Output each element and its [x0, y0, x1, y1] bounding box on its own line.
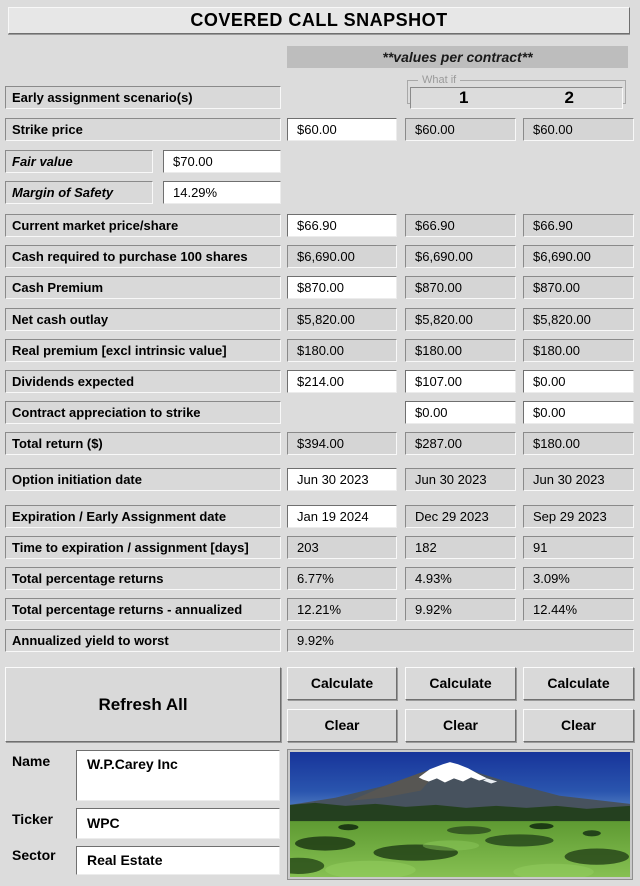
strike-price-main-cell[interactable]: $60.00	[287, 118, 397, 141]
strike-price-scenario1-cell: $60.00	[405, 118, 516, 141]
row-label-current-market-price: Current market price/share	[5, 214, 281, 237]
days-main-cell: 203	[287, 536, 397, 559]
fair-value-input[interactable]: $70.00	[163, 150, 281, 173]
dividends-main-cell[interactable]: $214.00	[287, 370, 397, 393]
refresh-all-button[interactable]: Refresh All	[5, 667, 281, 742]
volcano-landscape-photo	[287, 749, 633, 880]
row-label-time-to-expiration: Time to expiration / assignment [days]	[5, 536, 281, 559]
cash-premium-scenario2-cell: $870.00	[523, 276, 634, 299]
pct-annualized-main-cell: 12.21%	[287, 598, 397, 621]
dividends-scenario2-cell[interactable]: $0.00	[523, 370, 634, 393]
real-premium-main-cell: $180.00	[287, 339, 397, 362]
what-if-columns: 1 2	[410, 87, 623, 109]
row-label-net-cash-outlay: Net cash outlay	[5, 308, 281, 331]
what-if-group: What if 1 2	[407, 74, 626, 109]
row-label-strike-price: Strike price	[5, 118, 281, 141]
row-label-cash-premium: Cash Premium	[5, 276, 281, 299]
sector-field[interactable]: Real Estate	[76, 846, 280, 875]
cash-required-scenario1-cell: $6,690.00	[405, 245, 516, 268]
what-if-label: What if	[422, 74, 457, 86]
row-label-total-percentage-returns: Total percentage returns	[5, 567, 281, 590]
current-price-main-cell[interactable]: $66.90	[287, 214, 397, 237]
row-label-dividends-expected: Dividends expected	[5, 370, 281, 393]
row-label-expiration-date: Expiration / Early Assignment date	[5, 505, 281, 528]
days-scenario1-cell: 182	[405, 536, 516, 559]
net-cash-outlay-main-cell: $5,820.00	[287, 308, 397, 331]
current-price-scenario1-cell: $66.90	[405, 214, 516, 237]
row-label-cash-required: Cash required to purchase 100 shares	[5, 245, 281, 268]
calculate-button-main[interactable]: Calculate	[287, 667, 397, 700]
total-return-scenario1-cell: $287.00	[405, 432, 516, 455]
days-scenario2-cell: 91	[523, 536, 634, 559]
name-field[interactable]: W.P.Carey Inc	[76, 750, 280, 801]
initiation-date-scenario2-cell: Jun 30 2023	[523, 468, 634, 491]
initiation-date-main-cell[interactable]: Jun 30 2023	[287, 468, 397, 491]
what-if-column-2-header: 2	[564, 88, 574, 107]
pct-returns-main-cell: 6.77%	[287, 567, 397, 590]
row-label-fair-value: Fair value	[5, 150, 153, 173]
initiation-date-scenario1-cell: Jun 30 2023	[405, 468, 516, 491]
current-price-scenario2-cell: $66.90	[523, 214, 634, 237]
cash-premium-main-cell[interactable]: $870.00	[287, 276, 397, 299]
clear-button-scenario2[interactable]: Clear	[523, 709, 634, 742]
total-return-main-cell: $394.00	[287, 432, 397, 455]
ticker-field[interactable]: WPC	[76, 808, 280, 839]
row-label-real-premium: Real premium [excl intrinsic value]	[5, 339, 281, 362]
calculate-button-scenario1[interactable]: Calculate	[405, 667, 516, 700]
row-label-annualized-yield-to-worst: Annualized yield to worst	[5, 629, 281, 652]
clear-button-main[interactable]: Clear	[287, 709, 397, 742]
clear-button-scenario1[interactable]: Clear	[405, 709, 516, 742]
real-premium-scenario1-cell: $180.00	[405, 339, 516, 362]
expiration-date-main-cell[interactable]: Jan 19 2024	[287, 505, 397, 528]
expiration-date-scenario1-cell: Dec 29 2023	[405, 505, 516, 528]
pct-returns-scenario2-cell: 3.09%	[523, 567, 634, 590]
contract-appreciation-scenario1-cell[interactable]: $0.00	[405, 401, 516, 424]
contract-appreciation-scenario2-cell[interactable]: $0.00	[523, 401, 634, 424]
row-label-total-return: Total return ($)	[5, 432, 281, 455]
row-label-option-initiation-date: Option initiation date	[5, 468, 281, 491]
row-label-margin-of-safety: Margin of Safety	[5, 181, 153, 204]
pct-returns-scenario1-cell: 4.93%	[405, 567, 516, 590]
cash-required-main-cell: $6,690.00	[287, 245, 397, 268]
expiration-date-scenario2-cell: Sep 29 2023	[523, 505, 634, 528]
net-cash-outlay-scenario1-cell: $5,820.00	[405, 308, 516, 331]
yield-to-worst-cell: 9.92%	[287, 629, 634, 652]
dividends-scenario1-cell[interactable]: $107.00	[405, 370, 516, 393]
calculate-button-scenario2[interactable]: Calculate	[523, 667, 634, 700]
pct-annualized-scenario1-cell: 9.92%	[405, 598, 516, 621]
net-cash-outlay-scenario2-cell: $5,820.00	[523, 308, 634, 331]
sector-label: Sector	[12, 847, 56, 863]
total-return-scenario2-cell: $180.00	[523, 432, 634, 455]
row-label-contract-appreciation: Contract appreciation to strike	[5, 401, 281, 424]
strike-price-scenario2-cell: $60.00	[523, 118, 634, 141]
real-premium-scenario2-cell: $180.00	[523, 339, 634, 362]
row-label-pct-returns-annualized: Total percentage returns - annualized	[5, 598, 281, 621]
page-title: COVERED CALL SNAPSHOT	[8, 7, 630, 34]
cash-premium-scenario1-cell: $870.00	[405, 276, 516, 299]
row-label-early-assignment-scenarios: Early assignment scenario(s)	[5, 86, 281, 109]
what-if-column-1-header: 1	[459, 88, 469, 107]
ticker-label: Ticker	[12, 811, 53, 827]
margin-of-safety-input[interactable]: 14.29%	[163, 181, 281, 204]
pct-annualized-scenario2-cell: 12.44%	[523, 598, 634, 621]
name-label: Name	[12, 753, 51, 769]
volcano-photo-graphic	[290, 752, 630, 877]
cash-required-scenario2-cell: $6,690.00	[523, 245, 634, 268]
values-per-contract-banner: **values per contract**	[287, 46, 628, 68]
